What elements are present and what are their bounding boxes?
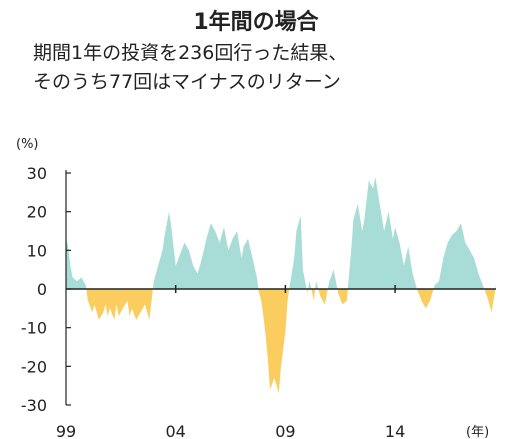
positive-return-area-4: [289, 215, 307, 289]
chart-subtitle-line-1: 期間1年の投資を236回行った結果、: [33, 42, 348, 64]
negative-return-area-1: [86, 289, 153, 320]
y-unit-label: (%): [16, 137, 39, 152]
axes: [65, 170, 496, 406]
negative-return-area-9: [318, 289, 328, 305]
x-tick-label-2: 09: [275, 422, 295, 439]
y-tick-label-1: 20: [27, 203, 47, 222]
negative-return-area-13: [417, 289, 434, 309]
plot-areas: [66, 176, 496, 394]
negative-return-area-5: [306, 289, 309, 293]
positive-return-area-16: [495, 285, 496, 289]
x-tick-label-1: 04: [166, 422, 186, 439]
positive-return-area-2: [152, 211, 259, 289]
y-tick-label-0: 30: [27, 164, 47, 183]
positive-return-area-14: [433, 223, 485, 289]
negative-return-area-3: [258, 289, 290, 394]
y-tick-label-4: -10: [21, 319, 47, 338]
x-tick-label-0: 99: [56, 422, 76, 439]
chart-title: 1年間の場合: [193, 10, 319, 35]
positive-return-area-0: [66, 238, 87, 289]
y-tick-label-5: -20: [21, 357, 47, 376]
positive-return-area-12: [347, 176, 417, 289]
positive-return-area-10: [327, 269, 338, 289]
negative-return-area-7: [311, 289, 316, 301]
y-tick-label-6: -30: [21, 396, 47, 415]
tick-labels: 30 20 10 0 -10 -20 -30 99 04 09 14 (%) (年): [16, 137, 489, 439]
positive-return-area-6: [308, 281, 312, 289]
chart-subtitle-line-2: そのうち77回はマイナスのリターン: [33, 71, 341, 93]
negative-return-area-11: [337, 289, 348, 305]
positive-return-area-8: [315, 281, 319, 289]
x-unit-label: (年): [466, 425, 489, 439]
y-tick-label-2: 10: [27, 241, 47, 260]
x-tick-label-3: 14: [385, 422, 405, 439]
y-tick-label-3: 0: [37, 280, 47, 299]
negative-return-area-15: [484, 289, 496, 313]
